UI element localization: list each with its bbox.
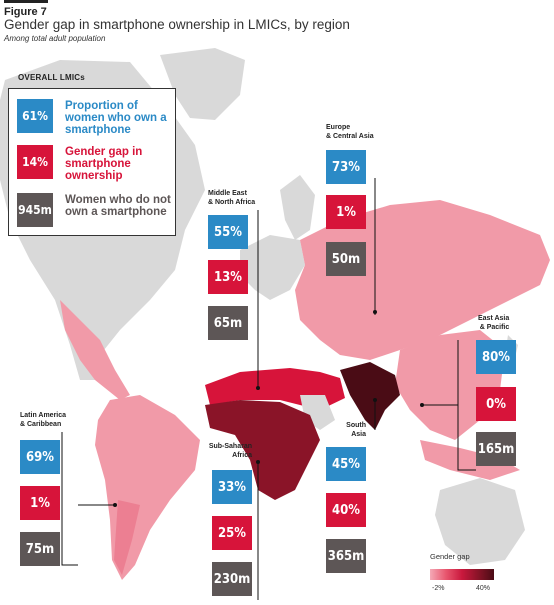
figure-title: Gender gap in smartphone ownership in LM… [4,17,350,32]
overall-not-own-value: 945m [17,193,53,227]
overall-not-own-label: Women who do not own a smartphone [65,194,171,218]
scandinavia [280,175,315,240]
overall-gap-value: 14% [17,145,53,179]
europe-ownership-box: 73% [326,150,366,184]
latin-america-gap-box: 1% [20,486,60,520]
western-europe [240,235,305,300]
mexico-central-america [60,300,130,400]
south-asia-not-own-box: 365m [326,539,366,573]
scale-title: Gender gap [430,552,470,561]
latin-america-ownership-box: 69% [20,440,60,474]
europe-not-own-box: 50m [326,242,366,276]
south-america [95,395,200,580]
overall-legend: 61% Proportion of women who own a smartp… [8,88,176,236]
europe-central-asia-region [295,200,550,360]
region-name-east-asia: East Asia & Pacific [478,315,510,331]
south-asia-gap-box: 40% [326,493,366,527]
region-name-latin-america: Latin America & Caribbean [20,412,67,428]
south-asia-region [340,362,400,430]
australia [435,478,525,565]
southeast-asia-islands [420,440,520,480]
scale-max-label: 40% [476,585,491,592]
overall-ownership-value: 61% [17,99,53,133]
mena-gap-box: 13% [208,260,248,294]
figure-rule [4,0,48,3]
mena-not-own-box: 65m [208,306,248,340]
overall-ownership-label: Proportion of women who own a smartphone [65,100,167,136]
overall-heading: OVERALL LMICs [18,73,85,82]
overall-gap-label: Gender gap in smartphone ownership [65,146,143,182]
east-asia-gap-box: 0% [476,387,516,421]
greenland [160,48,245,120]
region-name-europe: Europe & Central Asia [326,124,374,140]
scale-min-label: -2% [432,585,445,592]
europe-gap-box: 1% [326,195,366,229]
east-asia-not-own-box: 165m [476,432,516,466]
ssa-ownership-box: 33% [212,470,252,504]
figure-label: Figure 7 [4,6,47,18]
latin-america-not-own-box: 75m [20,532,60,566]
southern-cone [114,500,140,575]
sub-saharan-africa-region [205,400,320,500]
mena-ownership-box: 55% [208,215,248,249]
east-asia-ownership-box: 80% [476,340,516,374]
figure-subtitle: Among total adult population [4,34,106,43]
ssa-not-own-box: 230m [212,562,252,596]
south-asia-ownership-box: 45% [326,447,366,481]
region-name-south-asia: South Asia [346,422,366,438]
ssa-gap-box: 25% [212,516,252,550]
region-name-mena: Middle East & North Africa [208,190,256,206]
region-name-sub-saharan: Sub-Saharan Africa [208,443,252,459]
scale-gradient [430,569,494,580]
